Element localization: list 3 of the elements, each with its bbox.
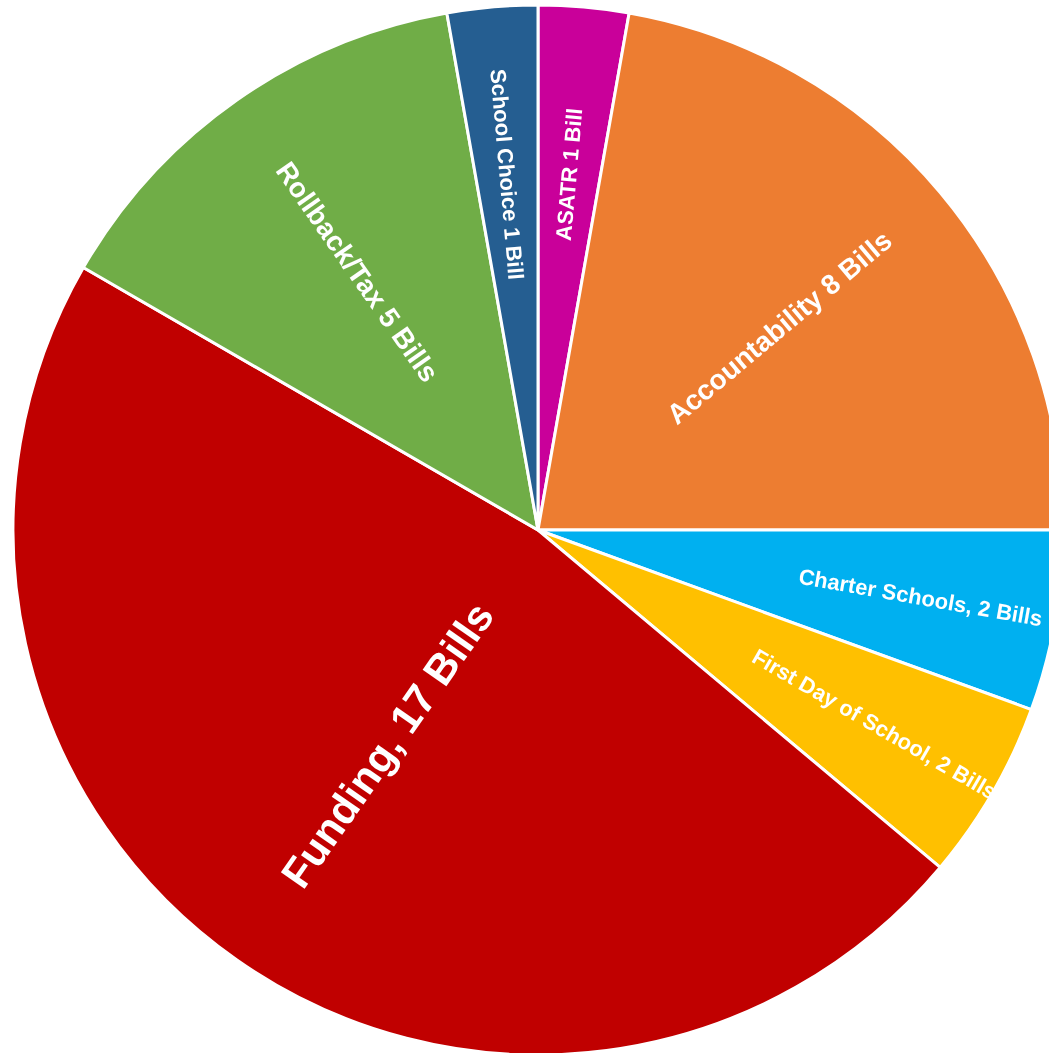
slice-label: Charter Schools, 2 Bills	[796, 563, 1045, 632]
slice-label: School Choice 1 Bill	[485, 67, 529, 281]
slice-label: ASATR 1 Bill	[550, 107, 588, 242]
